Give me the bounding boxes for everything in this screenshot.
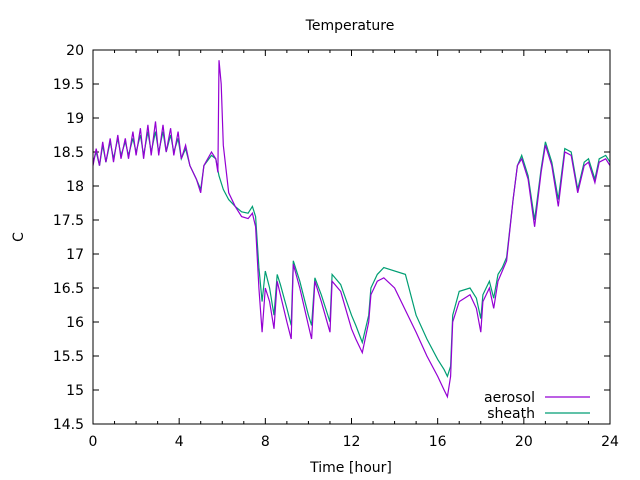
y-tick-label: 16.5 xyxy=(53,281,84,297)
x-tick-label: 20 xyxy=(515,434,533,450)
y-tick-label: 14.5 xyxy=(53,417,84,433)
legend-label-aerosol: aerosol xyxy=(484,390,535,406)
y-tick-label: 18.5 xyxy=(53,145,84,161)
x-axis-label: Time [hour] xyxy=(309,460,392,476)
x-tick-label: 24 xyxy=(601,434,619,450)
x-tick-label: 0 xyxy=(89,434,98,450)
y-tick-label: 17 xyxy=(66,247,84,263)
plot-frame xyxy=(92,49,611,425)
y-axis-label: C xyxy=(11,232,27,242)
x-tick-label: 8 xyxy=(261,434,270,450)
y-tick-label: 19 xyxy=(66,111,84,127)
y-tick-label: 20 xyxy=(66,43,84,59)
series-line-sheath xyxy=(92,131,611,379)
x-tick-label: 16 xyxy=(429,434,447,450)
y-tick-label: 17.5 xyxy=(53,213,84,229)
y-tick-label: 19.5 xyxy=(53,77,84,93)
y-tick-label: 18 xyxy=(66,179,84,195)
x-tick-label: 12 xyxy=(343,434,361,450)
legend-label-sheath: sheath xyxy=(487,406,535,422)
y-tick-label: 15 xyxy=(66,383,84,399)
y-tick-label: 16 xyxy=(66,315,84,331)
x-tick-label: 4 xyxy=(175,434,184,450)
series-line-aerosol xyxy=(92,60,611,399)
chart-title: Temperature xyxy=(305,18,395,34)
y-tick-label: 15.5 xyxy=(53,349,84,365)
